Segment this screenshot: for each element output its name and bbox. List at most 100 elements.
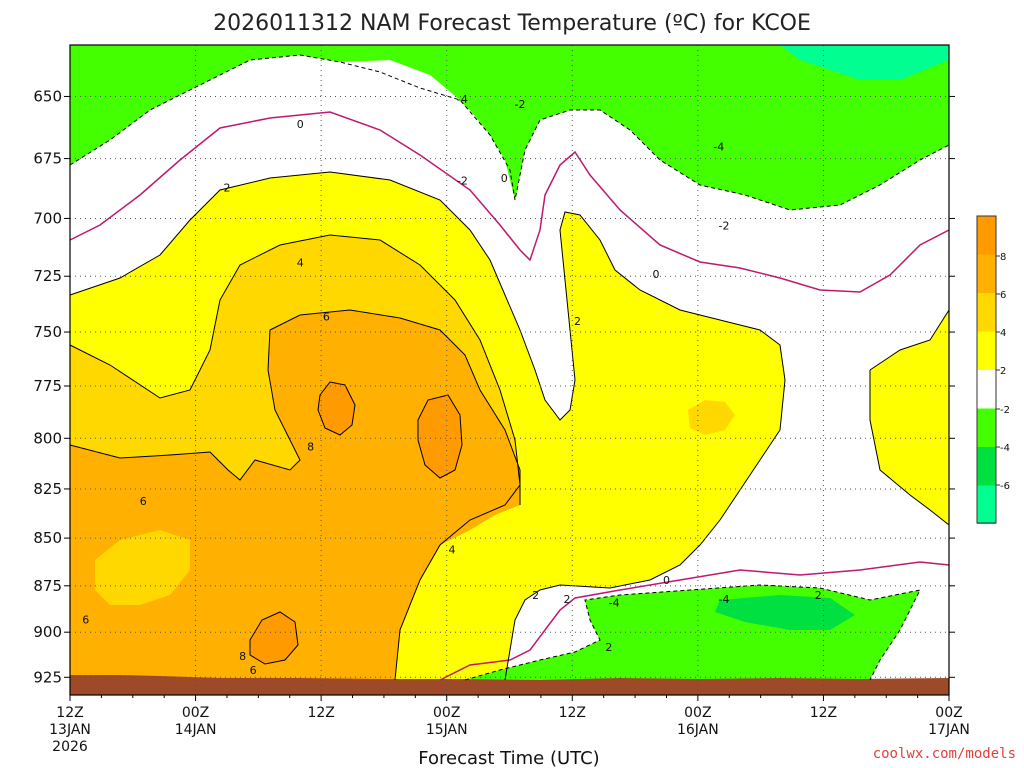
- colorbar-swatch: [977, 216, 996, 255]
- y-tick-label: 800: [33, 429, 62, 447]
- y-tick-label: 900: [33, 623, 62, 641]
- contour-label: 2: [574, 315, 581, 328]
- region-0-to-minus2-upper: [150, 55, 490, 135]
- contour-label: 2: [223, 182, 230, 195]
- contour-label: 8: [239, 650, 246, 663]
- contour-2-main: [69, 171, 786, 681]
- region-below-minus4: [780, 45, 949, 80]
- contour-label: -4: [719, 593, 730, 606]
- zero-isotherm-lower: [439, 561, 950, 681]
- colorbar-swatch: [977, 293, 996, 332]
- contour-label: -2: [457, 174, 468, 187]
- x-tick-label: 00Z: [182, 705, 209, 721]
- colorbar-swatch: [977, 447, 996, 486]
- colorbar-label: 8: [1000, 252, 1006, 263]
- colorbar-label: 4: [1000, 328, 1006, 339]
- x-tick-label: 2026: [52, 739, 88, 755]
- y-tick-label: 650: [33, 87, 62, 105]
- x-tick-label: 13JAN: [49, 722, 91, 738]
- region-4-to-6-small: [688, 400, 735, 435]
- contour-label: 0: [501, 172, 508, 185]
- region-minus2-to-minus4: [70, 45, 949, 210]
- region-8-to-10-b: [418, 395, 462, 478]
- x-tick-label: 12Z: [559, 705, 586, 721]
- region-8-to-10-a: [318, 382, 355, 435]
- colorbar-label: -6: [1000, 481, 1010, 492]
- colorbar-swatch: [977, 408, 996, 447]
- y-tick-label: 825: [33, 480, 62, 498]
- x-tick-label: 12Z: [307, 705, 334, 721]
- contour-right-yellow: [869, 309, 950, 526]
- region-lower-minus4: [715, 595, 855, 630]
- contour-label: 0: [663, 574, 670, 587]
- colorbar-label: -4: [1000, 443, 1010, 454]
- colorbar-legend: 8 6 4 2 -2 -4 -6: [976, 215, 1010, 524]
- contour-label: 0: [653, 268, 660, 281]
- colorbar-swatch: [977, 254, 996, 293]
- region-2-to-4-right: [870, 310, 949, 525]
- contour-label: 4: [448, 544, 455, 557]
- y-tick-label: 700: [33, 209, 62, 227]
- contour-label: -4: [609, 597, 620, 610]
- contour-label: 0: [297, 118, 304, 131]
- x-tick-label: 14JAN: [175, 722, 217, 738]
- contour-label: 2: [815, 589, 822, 602]
- contour-4: [69, 234, 521, 681]
- y-tick-label: 725: [33, 267, 62, 285]
- ground-terrain: [70, 675, 949, 695]
- contour-label: 4: [297, 257, 304, 270]
- x-axis-label: Forecast Time (UTC): [418, 748, 599, 768]
- contour-label: 8: [307, 440, 314, 453]
- contour-label: 2: [564, 593, 571, 606]
- region-8-to-10-c: [250, 612, 298, 664]
- x-tick-label: 16JAN: [677, 722, 719, 738]
- y-tick-label: 750: [33, 323, 62, 341]
- y-tick-label: 775: [33, 377, 62, 395]
- grid-lines: [70, 45, 949, 695]
- contour-8-c: [249, 611, 299, 665]
- contour-label: 2: [532, 589, 539, 602]
- contour-6: [69, 309, 521, 505]
- colorbar-label: 6: [1000, 290, 1006, 301]
- colorbar-swatch: [977, 331, 996, 370]
- plot-area: [70, 45, 949, 695]
- colorbar-label: -2: [1000, 405, 1010, 416]
- x-tick-label: 17JAN: [928, 722, 970, 738]
- contour-label: -4: [457, 93, 468, 106]
- x-tick-label: 00Z: [433, 705, 460, 721]
- x-tick-label: 00Z: [684, 705, 711, 721]
- contour-label: -2: [719, 219, 730, 232]
- contour-label: 6: [323, 311, 330, 324]
- region-6-to-8: [70, 310, 520, 680]
- site-credit: coolwx.com/models: [873, 746, 1016, 762]
- x-tick-label: 12Z: [56, 705, 83, 721]
- contour-8-a: [317, 381, 356, 436]
- colorbar-swatch: [977, 370, 996, 390]
- contour-label: 6: [250, 664, 257, 677]
- colorbar-swatch: [977, 389, 996, 409]
- region-4-to-6-inner: [95, 530, 190, 605]
- contour-lines: [69, 54, 950, 681]
- colorbar-swatch: [977, 485, 996, 524]
- chart-title: 2026011312 NAM Forecast Temperature (ºC)…: [213, 11, 811, 36]
- contour-label: 2: [605, 641, 612, 654]
- y-tick-label: 850: [33, 529, 62, 547]
- x-tick-label: 12Z: [810, 705, 837, 721]
- contour-label: -4: [713, 140, 724, 153]
- y-tick-label: 675: [33, 150, 62, 168]
- contour-label: 6: [82, 613, 89, 626]
- colorbar-label: 2: [1000, 366, 1006, 377]
- x-tick-label: 00Z: [935, 705, 962, 721]
- y-tick-label: 875: [33, 577, 62, 595]
- zero-isotherm-upper: [69, 111, 950, 293]
- contour-label: 6: [140, 495, 147, 508]
- contour-label: -2: [514, 98, 525, 111]
- contour-8-b: [417, 394, 463, 479]
- y-tick-label: 925: [33, 668, 62, 686]
- x-tick-label: 15JAN: [426, 722, 468, 738]
- contour-dashed-upper: [69, 54, 950, 211]
